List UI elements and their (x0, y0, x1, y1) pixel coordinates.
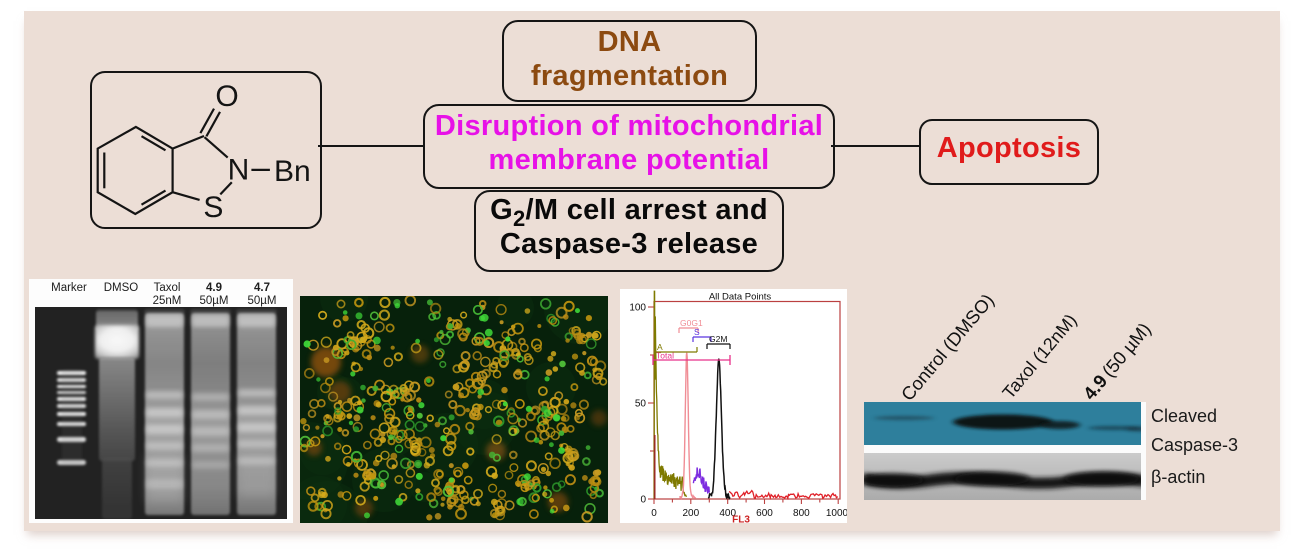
svg-text:G2M: G2M (709, 334, 727, 344)
svg-text:100: 100 (629, 303, 646, 314)
svg-text:All Data Points: All Data Points (709, 292, 772, 303)
svg-text:1000: 1000 (826, 508, 847, 519)
svg-text:Bn: Bn (274, 155, 311, 188)
svg-text:0: 0 (651, 508, 657, 519)
svg-text:O: O (215, 80, 238, 113)
svg-text:400: 400 (719, 508, 736, 519)
svg-text:600: 600 (756, 508, 773, 519)
svg-text:FL3: FL3 (732, 515, 750, 524)
svg-text:Total: Total (656, 351, 674, 361)
svg-text:N: N (228, 154, 250, 187)
svg-text:800: 800 (793, 508, 810, 519)
svg-text:0: 0 (640, 495, 646, 506)
svg-text:A: A (657, 342, 663, 352)
svg-text:G0G1: G0G1 (680, 318, 703, 328)
svg-text:S: S (694, 327, 700, 337)
svg-text:50: 50 (635, 399, 647, 410)
svg-text:200: 200 (682, 508, 699, 519)
svg-text:S: S (203, 191, 223, 224)
